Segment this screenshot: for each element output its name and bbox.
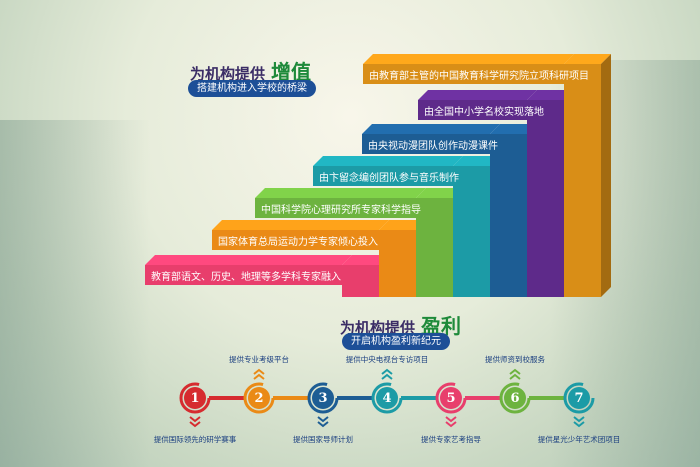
step-column-2 (379, 230, 416, 297)
step-top-2 (379, 220, 426, 230)
chevron-icon (509, 368, 521, 375)
timeline-label-3: 提供国家导师计划 (293, 435, 353, 444)
step-banner-top-4 (313, 156, 463, 166)
chevron-icon (317, 416, 329, 423)
timeline-node-ring-4 (371, 382, 403, 414)
chevron-icon (445, 416, 457, 423)
chevron-icon (509, 373, 521, 380)
timeline-label-1: 提供国际领先的研学赛事 (153, 435, 237, 444)
step-top-5 (490, 124, 537, 134)
timeline-segment-6 (529, 396, 565, 400)
step-top-1 (342, 255, 389, 265)
step-label-1: 教育部语文、历史、地理等多学科专家融入 (145, 265, 342, 285)
chevron-icon (253, 373, 265, 380)
step-banner-top-5 (362, 124, 500, 134)
step-banner-top-3 (255, 188, 426, 198)
timeline-node-ring-7 (563, 382, 595, 414)
step-top-6 (527, 90, 574, 100)
step-column-7 (564, 64, 601, 297)
timeline-number-5: 5 (440, 387, 462, 409)
timeline-number-2: 2 (248, 387, 270, 409)
timeline-node-ring-3 (307, 382, 339, 414)
timeline-label-2: 提供专业考级平台 (229, 355, 289, 364)
mist-left (0, 120, 150, 467)
step-label-5: 由央视动漫团队创作动漫课件 (362, 134, 498, 154)
timeline-label-6: 提供师资到校服务 (485, 355, 545, 364)
timeline-segment-4 (401, 396, 437, 400)
step-label-4: 由卞留念编创团队参与音乐制作 (313, 166, 459, 186)
step-column-3 (416, 198, 453, 297)
timeline-number-4: 4 (376, 387, 398, 409)
chevron-icon (381, 373, 393, 380)
step-column-4 (453, 166, 490, 297)
step-side-face (601, 54, 611, 297)
timeline-number-3: 3 (312, 387, 334, 409)
value-subtitle: 搭建机构进入学校的桥梁 (188, 80, 316, 97)
step-banner-top-6 (418, 90, 537, 100)
timeline-label-4: 提供中央电视台专访项目 (345, 355, 429, 364)
timeline-node-ring-6 (499, 382, 531, 414)
timeline-number-1: 1 (184, 387, 206, 409)
step-column-5 (490, 134, 527, 297)
profit-heading: 为机构提供 盈利 (340, 310, 461, 339)
timeline-segment-1 (209, 396, 245, 400)
timeline-node-ring-2 (243, 382, 275, 414)
timeline-number-7: 7 (568, 387, 590, 409)
chevron-icon (189, 416, 201, 423)
timeline-label-5: 提供专家艺考指导 (421, 435, 481, 444)
chevron-icon (317, 421, 329, 428)
value-heading-prefix: 为机构提供 (190, 65, 266, 83)
chevron-icon (445, 421, 457, 428)
chevron-icon (189, 421, 201, 428)
step-label-6: 由全国中小学名校实现落地 (418, 100, 544, 120)
chevron-icon (573, 416, 585, 423)
timeline-node-ring-1 (179, 382, 211, 414)
step-column-1 (342, 265, 379, 297)
step-banner-top-7 (363, 54, 574, 64)
step-label-7: 由教育部主管的中国教育科学研究院立项科研项目 (363, 64, 589, 84)
step-label-2: 国家体育总局运动力学专家倾心投入 (212, 230, 379, 250)
chevron-icon (573, 421, 585, 428)
timeline-label-7: 提供星光少年艺术团项目 (537, 435, 621, 444)
step-top-3 (416, 188, 463, 198)
timeline-segment-5 (465, 396, 501, 400)
step-banner-top-1 (145, 255, 352, 265)
chevron-icon (381, 368, 393, 375)
step-top-4 (453, 156, 500, 166)
timeline-number-6: 6 (504, 387, 526, 409)
step-column-6 (527, 100, 564, 297)
profit-subtitle: 开启机构盈利新纪元 (342, 333, 450, 350)
timeline-segment-2 (273, 396, 309, 400)
profit-heading-prefix: 为机构提供 (340, 319, 416, 337)
timeline-segment-3 (337, 396, 373, 400)
chevron-icon (253, 368, 265, 375)
step-top-7 (564, 54, 611, 64)
timeline-node-ring-5 (435, 382, 467, 414)
step-banner-top-2 (212, 220, 389, 230)
step-label-3: 中国科学院心理研究所专家科学指导 (255, 198, 421, 218)
